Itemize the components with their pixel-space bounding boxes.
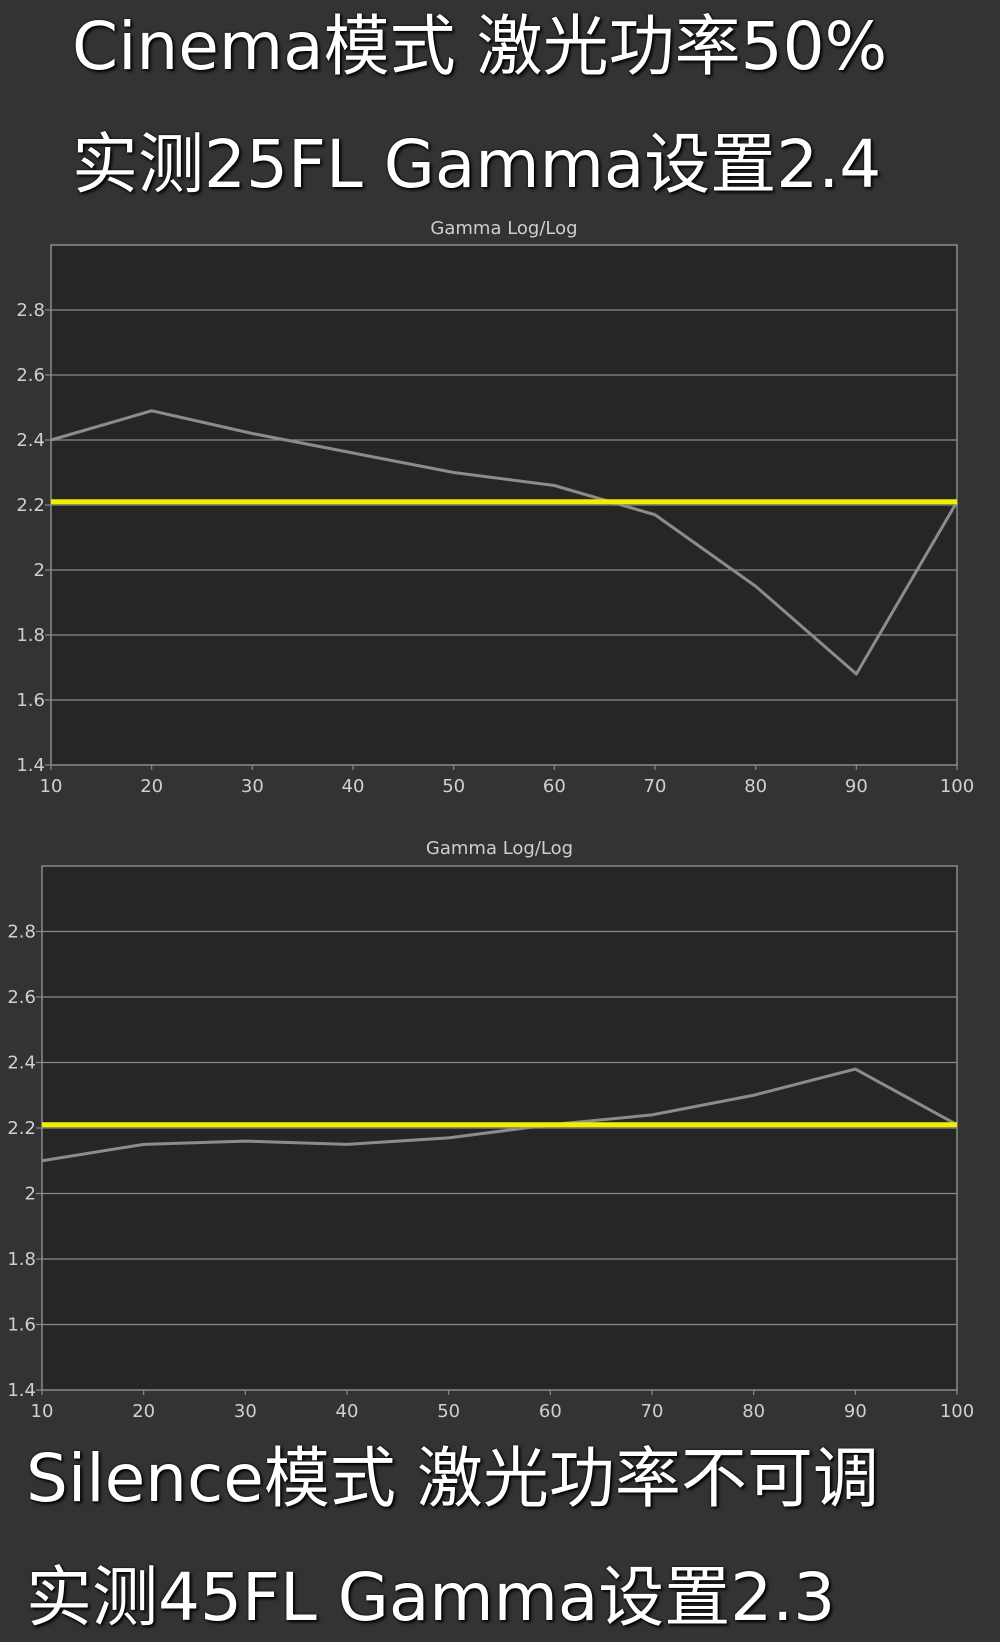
chart-title: Gamma Log/Log [430, 218, 577, 239]
y-tick-label: 2 [34, 560, 45, 581]
chart-title: Gamma Log/Log [426, 838, 573, 859]
x-tick-label: 60 [539, 1401, 562, 1422]
x-tick-label: 100 [940, 776, 974, 797]
y-tick-label: 1.8 [7, 1249, 36, 1270]
x-tick-label: 90 [845, 776, 868, 797]
x-tick-label: 90 [844, 1401, 867, 1422]
x-tick-label: 40 [342, 776, 365, 797]
x-tick-label: 70 [644, 776, 667, 797]
y-tick-label: 1.8 [16, 625, 45, 646]
x-tick-label: 100 [940, 1401, 974, 1422]
y-tick-label: 2.4 [16, 430, 45, 451]
x-tick-label: 30 [234, 1401, 257, 1422]
y-tick-label: 2 [25, 1184, 36, 1205]
y-tick-label: 1.6 [7, 1315, 36, 1336]
y-tick-label: 2.2 [7, 1118, 36, 1139]
y-tick-label: 2.6 [7, 987, 36, 1008]
y-tick-label: 2.4 [7, 1053, 36, 1074]
x-tick-label: 30 [241, 776, 264, 797]
x-tick-label: 20 [132, 1401, 155, 1422]
y-tick-label: 2.8 [16, 300, 45, 321]
measured-gamma-line [41, 1067, 958, 1163]
gamma-chart-cinema: Gamma Log/Log 1.4 1.6 1.8 2 2.2 2.4 2.6 2.8 10 20 3… [16, 218, 974, 797]
measured-gamma-line [50, 409, 959, 676]
bottom-headline-measurement: 实测45FL Gamma设置2.3 [26, 1559, 836, 1636]
x-tick-label: 50 [437, 1401, 460, 1422]
x-tick-label: 40 [336, 1401, 359, 1422]
y-tick-label: 2.2 [16, 495, 45, 516]
y-tick-label: 2.8 [7, 922, 36, 943]
top-headline-measurement: 实测25FL Gamma设置2.4 [72, 126, 882, 203]
x-tick-label: 70 [641, 1401, 664, 1422]
x-tick-label: 10 [31, 1401, 54, 1422]
x-tick-label: 10 [40, 776, 63, 797]
y-tick-label: 1.6 [16, 690, 45, 711]
bottom-headline-mode: Silence模式 激光功率不可调 [26, 1440, 879, 1517]
y-tick-label: 1.4 [16, 755, 45, 776]
top-headline-mode: Cinema模式 激光功率50% [72, 8, 888, 85]
x-tick-label: 50 [442, 776, 465, 797]
y-tick-label: 2.6 [16, 365, 45, 386]
x-tick-label: 60 [543, 776, 566, 797]
x-tick-label: 80 [742, 1401, 765, 1422]
y-tick-label: 1.4 [7, 1380, 36, 1401]
x-tick-label: 80 [744, 776, 767, 797]
gamma-chart-silence: Gamma Log/Log 1.4 1.6 1.8 2 2.2 2.4 2.6 2.8 10 20 3… [7, 838, 974, 1422]
x-tick-label: 20 [140, 776, 163, 797]
